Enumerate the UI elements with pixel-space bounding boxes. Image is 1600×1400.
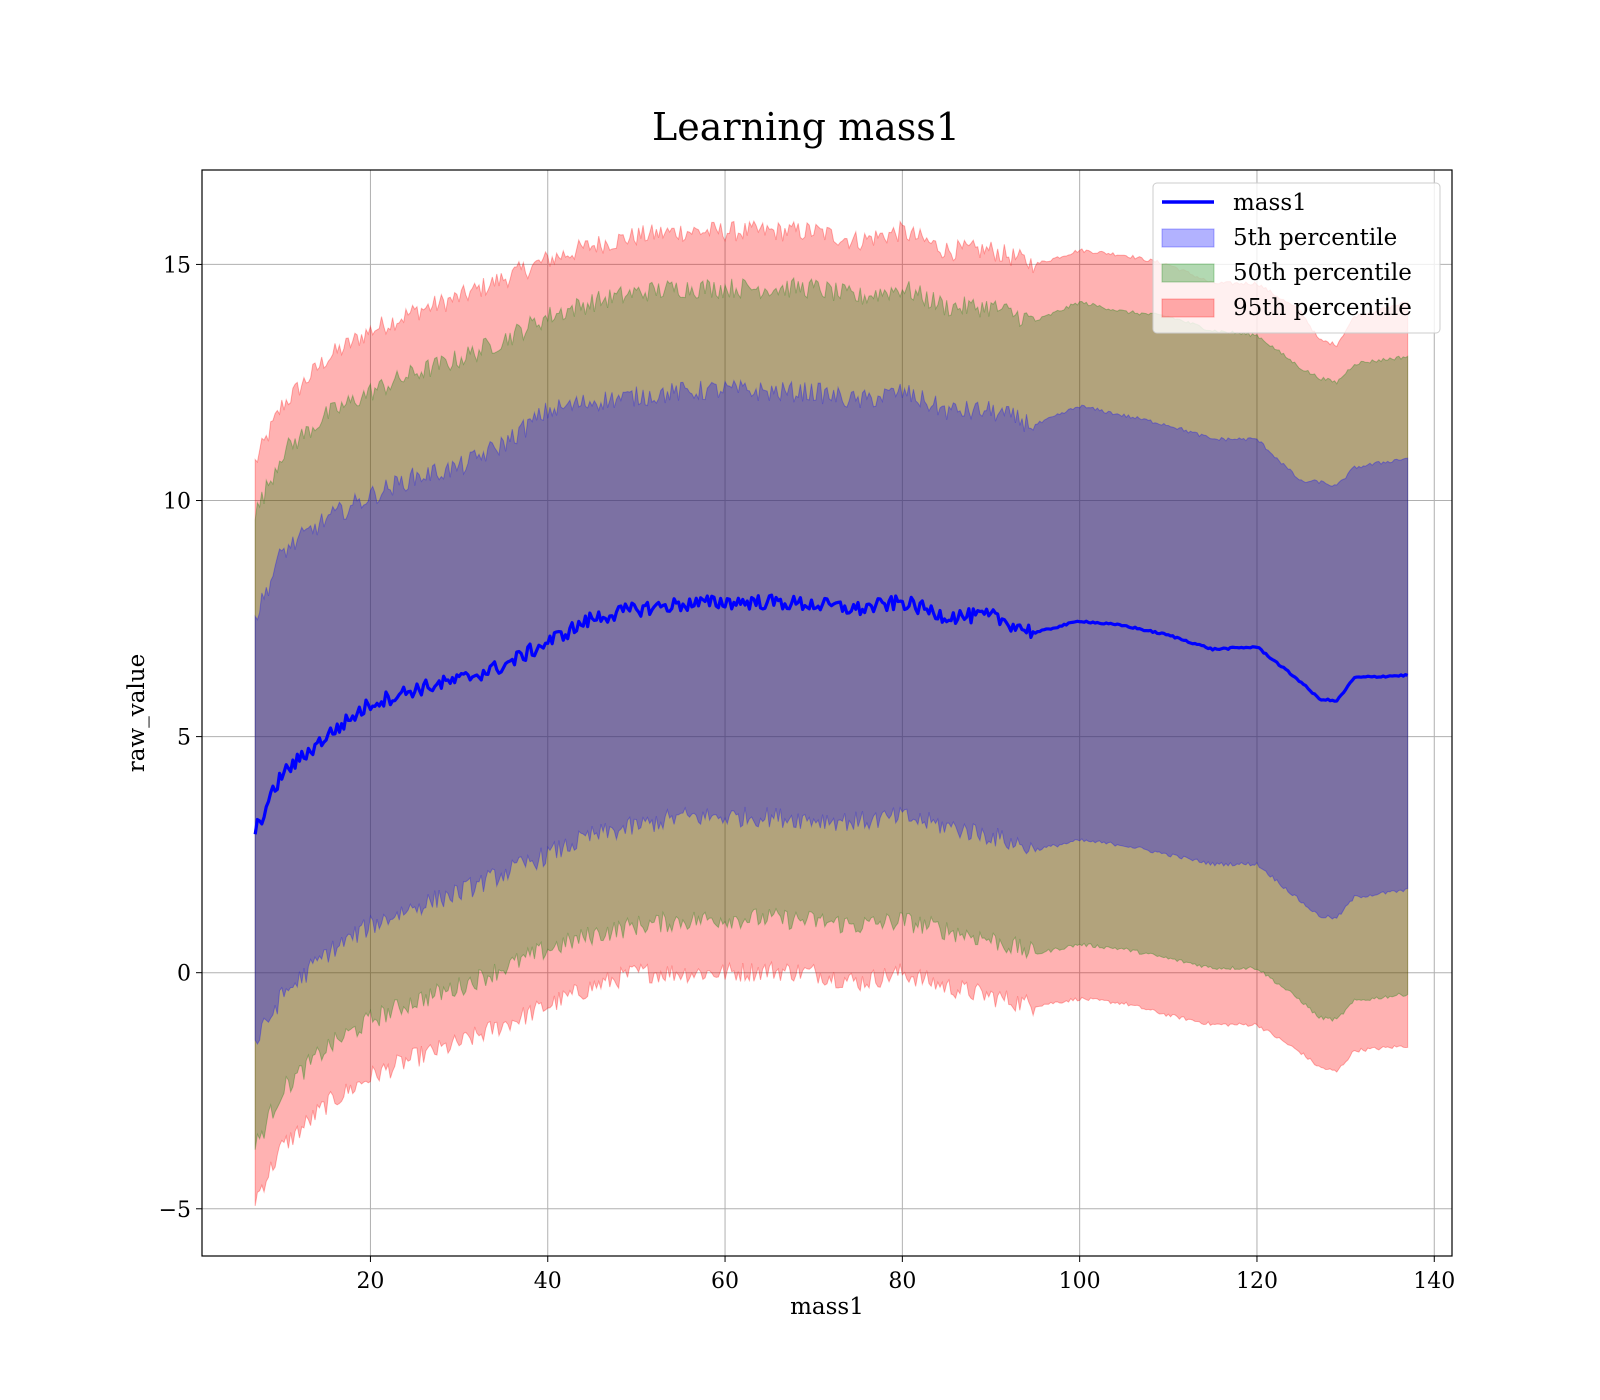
band-50th-percentile <box>254 276 1409 1150</box>
legend-label-mass1: mass1 <box>1233 190 1307 216</box>
y-tick-label: −5 <box>159 1198 191 1223</box>
x-tick-label: 60 <box>711 1269 739 1294</box>
y-tick-label: 5 <box>177 726 191 751</box>
band-5th-percentile <box>254 378 1409 1045</box>
x-tick-label: 100 <box>1059 1269 1101 1294</box>
legend-swatch-5th <box>1161 228 1215 248</box>
legend-box <box>1152 182 1441 334</box>
percentile-bands <box>254 219 1409 1206</box>
plot-frame <box>201 169 1453 1257</box>
x-tick-label: 40 <box>534 1269 562 1294</box>
y-tick-label: 10 <box>163 490 191 515</box>
series-line-layer <box>253 593 1409 835</box>
y-tick-label: 15 <box>163 253 191 278</box>
x-tick-label: 80 <box>888 1269 916 1294</box>
legend-swatch-95th <box>1161 298 1215 318</box>
legend-label-5th: 5th percentile <box>1233 225 1397 251</box>
grid-lines <box>202 170 1452 1256</box>
x-axis-ticks: 20 40 60 80 100 120 140 <box>356 1256 1455 1294</box>
series-line-mass1 <box>253 593 1409 835</box>
x-tick-label: 120 <box>1236 1269 1278 1294</box>
y-axis-label: raw_value <box>124 654 150 772</box>
legend-label-95th: 95th percentile <box>1233 295 1412 321</box>
band-95th-percentile <box>254 219 1409 1206</box>
x-tick-label: 20 <box>356 1269 384 1294</box>
x-tick-label: 140 <box>1413 1269 1455 1294</box>
legend: mass1 5th percentile 50th percentile 95t… <box>1152 182 1441 334</box>
y-axis-ticks: −5 0 5 10 15 <box>159 253 202 1223</box>
y-tick-label: 0 <box>177 962 191 987</box>
x-axis-label: mass1 <box>790 1294 864 1320</box>
legend-label-50th: 50th percentile <box>1233 260 1412 286</box>
legend-swatch-50th <box>1161 263 1215 283</box>
chart-title: Learning mass1 <box>652 105 960 149</box>
